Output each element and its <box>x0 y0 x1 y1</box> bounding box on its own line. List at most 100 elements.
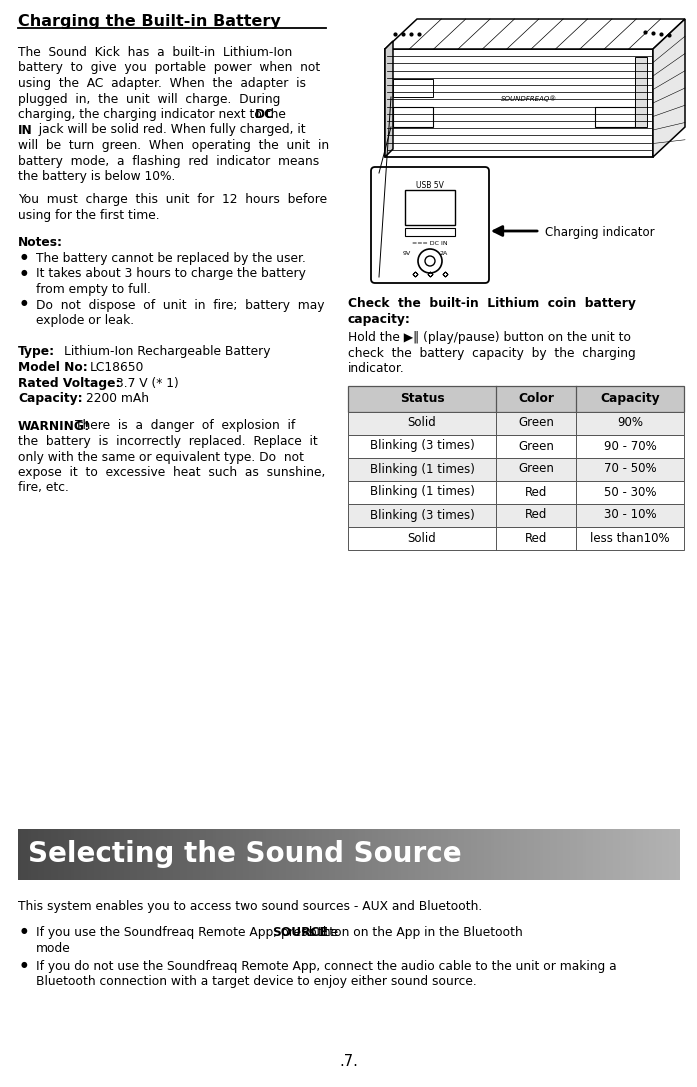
Bar <box>576 829 581 880</box>
Text: battery  to  give  you  portable  power  when  not: battery to give you portable power when … <box>18 62 320 75</box>
Bar <box>616 829 620 880</box>
Bar <box>534 829 538 880</box>
Bar <box>392 829 396 880</box>
Bar <box>567 829 571 880</box>
Bar <box>673 829 677 880</box>
Text: 70 - 50%: 70 - 50% <box>604 462 657 475</box>
Bar <box>431 829 436 880</box>
Bar <box>305 829 310 880</box>
Text: Solid: Solid <box>408 416 436 429</box>
Text: jack will be solid red. When fully charged, it: jack will be solid red. When fully charg… <box>31 124 305 137</box>
Bar <box>233 829 237 880</box>
Bar <box>408 829 413 880</box>
Bar <box>58 829 62 880</box>
Bar <box>68 829 72 880</box>
Text: The battery cannot be replaced by the user.: The battery cannot be replaced by the us… <box>36 252 306 265</box>
Bar <box>345 829 349 880</box>
Bar <box>100 829 105 880</box>
Bar <box>405 190 455 225</box>
Text: Do  not  dispose  of  unit  in  fire;  battery  may: Do not dispose of unit in fire; battery … <box>36 299 325 312</box>
Bar <box>282 829 286 880</box>
Bar <box>352 829 356 880</box>
Bar <box>537 829 541 880</box>
Bar <box>130 829 135 880</box>
Bar <box>210 829 214 880</box>
Bar <box>639 829 643 880</box>
Text: ●: ● <box>21 299 28 308</box>
Bar <box>633 829 637 880</box>
Text: Capacity: Capacity <box>600 392 660 405</box>
Bar <box>557 829 561 880</box>
Bar <box>348 480 684 503</box>
Text: expose  it  to  excessive  heat  such  as  sunshine,: expose it to excessive heat such as suns… <box>18 466 325 479</box>
Bar <box>183 829 187 880</box>
Bar <box>51 829 55 880</box>
Text: Model No:: Model No: <box>18 361 88 374</box>
Text: SOUNDFREAQ®: SOUNDFREAQ® <box>501 96 557 102</box>
Bar <box>240 829 244 880</box>
Bar <box>666 829 670 880</box>
Bar <box>266 829 270 880</box>
Text: This system enables you to access two sound sources - AUX and Bluetooth.: This system enables you to access two so… <box>18 900 482 913</box>
Bar <box>510 829 515 880</box>
Bar <box>24 829 29 880</box>
Bar <box>206 829 210 880</box>
Bar <box>220 829 224 880</box>
Bar <box>299 829 303 880</box>
Bar <box>87 829 92 880</box>
Bar <box>41 829 45 880</box>
Bar <box>269 829 273 880</box>
Text: IN: IN <box>18 124 33 137</box>
FancyBboxPatch shape <box>371 167 489 283</box>
Polygon shape <box>385 41 393 157</box>
Bar <box>481 829 485 880</box>
Bar <box>134 829 138 880</box>
Bar <box>77 829 82 880</box>
Bar <box>319 829 323 880</box>
Bar <box>523 829 528 880</box>
Bar <box>517 829 521 880</box>
Bar <box>500 829 505 880</box>
Bar <box>180 829 184 880</box>
Polygon shape <box>653 18 685 157</box>
Bar <box>22 829 26 880</box>
Bar <box>137 829 141 880</box>
Bar <box>613 829 618 880</box>
Bar <box>484 829 489 880</box>
Text: USB 5V: USB 5V <box>416 182 444 190</box>
Bar <box>563 829 567 880</box>
Bar <box>170 829 174 880</box>
Bar <box>348 412 684 435</box>
Bar <box>603 829 607 880</box>
Text: 30 - 10%: 30 - 10% <box>604 509 657 522</box>
Bar <box>649 829 654 880</box>
Text: Status: Status <box>399 392 444 405</box>
Bar <box>229 829 233 880</box>
Bar <box>200 829 204 880</box>
Bar <box>187 829 191 880</box>
Bar <box>38 829 42 880</box>
Bar <box>316 829 320 880</box>
Bar <box>368 829 373 880</box>
Bar <box>398 829 402 880</box>
Bar <box>236 829 240 880</box>
Bar <box>325 829 330 880</box>
Bar <box>335 829 339 880</box>
Bar <box>438 829 442 880</box>
Bar <box>355 829 360 880</box>
Text: Blinking (3 times): Blinking (3 times) <box>369 509 475 522</box>
Bar <box>497 829 502 880</box>
Bar <box>273 829 277 880</box>
Bar <box>504 829 508 880</box>
Bar <box>203 829 208 880</box>
Bar <box>477 829 482 880</box>
Text: Red: Red <box>525 532 547 545</box>
Bar <box>81 829 85 880</box>
Bar <box>256 829 260 880</box>
Bar <box>418 829 422 880</box>
Text: Blinking (1 times): Blinking (1 times) <box>369 486 475 499</box>
Bar <box>623 829 627 880</box>
Bar <box>595 107 635 127</box>
Bar <box>64 829 68 880</box>
Bar <box>348 526 684 550</box>
